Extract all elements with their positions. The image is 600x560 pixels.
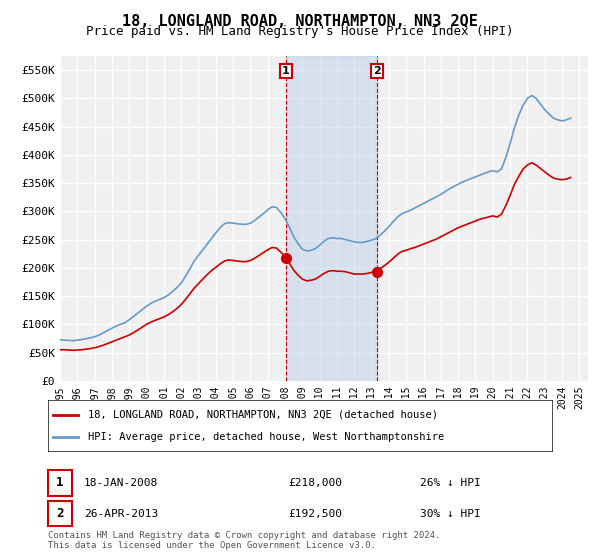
Text: 18-JAN-2008: 18-JAN-2008 [84,478,158,488]
Text: 1: 1 [56,477,64,489]
Text: 1: 1 [282,66,290,76]
Text: 18, LONGLAND ROAD, NORTHAMPTON, NN3 2QE (detached house): 18, LONGLAND ROAD, NORTHAMPTON, NN3 2QE … [88,409,439,419]
Text: £218,000: £218,000 [288,478,342,488]
Text: Price paid vs. HM Land Registry's House Price Index (HPI): Price paid vs. HM Land Registry's House … [86,25,514,38]
Text: £192,500: £192,500 [288,509,342,519]
Text: 26% ↓ HPI: 26% ↓ HPI [420,478,481,488]
Text: 18, LONGLAND ROAD, NORTHAMPTON, NN3 2QE: 18, LONGLAND ROAD, NORTHAMPTON, NN3 2QE [122,14,478,29]
Text: 2: 2 [373,66,381,76]
Text: Contains HM Land Registry data © Crown copyright and database right 2024.
This d: Contains HM Land Registry data © Crown c… [48,530,440,550]
Text: 26-APR-2013: 26-APR-2013 [84,509,158,519]
Text: 30% ↓ HPI: 30% ↓ HPI [420,509,481,519]
Text: 2: 2 [56,507,64,520]
Bar [286,56,377,381]
Text: HPI: Average price, detached house, West Northamptonshire: HPI: Average price, detached house, West… [88,432,445,442]
